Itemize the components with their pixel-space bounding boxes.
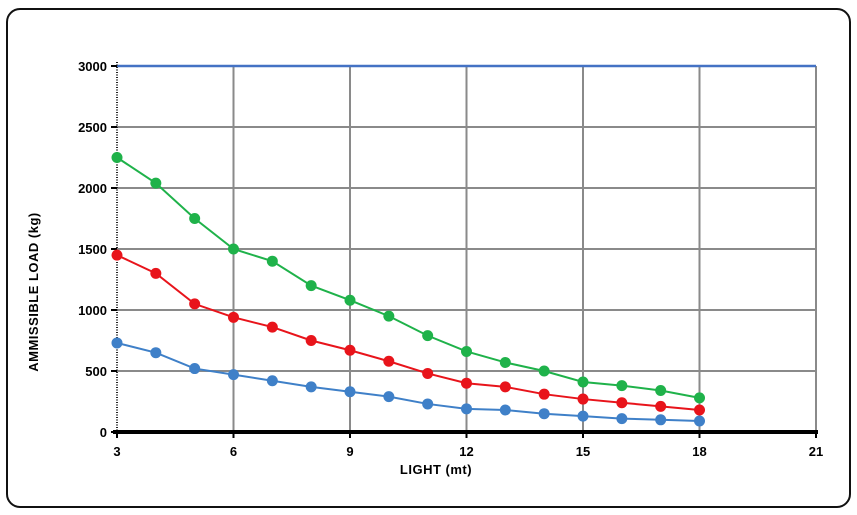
data-point-series-3: [694, 415, 705, 427]
data-point-series-3: [422, 398, 434, 410]
data-point-series-3: [189, 363, 201, 375]
data-point-series-2: [538, 388, 550, 400]
data-point-series-3: [499, 404, 511, 416]
data-point-series-1: [305, 280, 317, 292]
data-point-series-2: [111, 249, 123, 261]
data-point-series-1: [344, 294, 356, 306]
data-point-series-2: [305, 335, 317, 346]
y-tick-label: 1000: [78, 303, 107, 318]
data-point-series-2: [655, 400, 667, 412]
tick-labels: 3 6 9 12 15 18 21 0 500 1000 1500 2000 2500 3000: [78, 59, 823, 459]
x-tick-label: 6: [230, 444, 237, 459]
x-tick-label: 21: [809, 444, 823, 459]
y-tick-label: 500: [85, 364, 107, 379]
data-point-series-3: [266, 375, 278, 387]
data-point-series-1: [266, 255, 278, 267]
data-point-series-1: [150, 177, 162, 189]
data-point-series-2: [577, 393, 589, 405]
y-tick-label: 0: [100, 425, 107, 440]
data-point-series-1: [655, 385, 667, 397]
x-tick-label: 9: [346, 444, 353, 459]
y-axis-title: AMMISSIBLE LOAD (kg): [26, 212, 41, 372]
y-tick-label: 1500: [78, 242, 107, 257]
data-point-series-3: [150, 347, 162, 359]
data-point-series-2: [344, 344, 356, 356]
y-tick-label: 2000: [78, 181, 107, 196]
x-tick-label: 3: [113, 444, 120, 459]
y-tick-label: 3000: [78, 59, 107, 74]
data-point-series-3: [616, 413, 628, 425]
x-axis-title: LIGHT (mt): [400, 462, 472, 477]
data-point-series-1: [189, 213, 201, 224]
series-line-3: [116, 341, 700, 423]
data-point-series-3: [111, 337, 123, 349]
data-point-series-2: [266, 321, 278, 333]
data-point-series-3: [461, 403, 472, 415]
data-point-series-2: [189, 298, 201, 310]
data-point-series-3: [344, 386, 356, 398]
data-point-series-2: [499, 381, 511, 393]
data-point-series-2: [616, 397, 628, 409]
axes: [111, 62, 818, 438]
grid: [117, 64, 817, 432]
data-point-series-3: [577, 410, 589, 422]
series-line-2: [116, 254, 700, 412]
data-point-series-3: [305, 381, 317, 393]
data-point-series-1: [694, 392, 705, 404]
data-point-series-1: [111, 152, 123, 163]
data-point-series-2: [461, 377, 472, 389]
series-line-1: [116, 156, 700, 399]
data-point-series-2: [422, 367, 434, 379]
data-point-series-1: [383, 310, 395, 322]
x-tick-label: 15: [576, 444, 590, 459]
data-point-series-1: [616, 380, 628, 392]
data-point-series-1: [538, 365, 550, 377]
chart-frame: [6, 8, 851, 508]
series-group: [111, 152, 705, 427]
data-point-series-3: [655, 414, 667, 426]
data-point-series-3: [538, 408, 550, 420]
data-point-series-1: [228, 243, 239, 255]
data-point-series-1: [422, 330, 434, 342]
data-point-series-1: [461, 345, 472, 357]
data-point-series-2: [228, 311, 239, 323]
data-point-series-2: [150, 267, 162, 279]
data-point-series-3: [228, 369, 239, 381]
y-tick-label: 2500: [78, 120, 107, 135]
x-tick-label: 18: [692, 444, 706, 459]
data-point-series-1: [499, 356, 511, 368]
data-point-series-3: [383, 391, 395, 403]
x-tick-label: 12: [459, 444, 473, 459]
data-point-series-2: [694, 404, 705, 416]
data-point-series-1: [577, 376, 589, 388]
data-point-series-2: [383, 355, 395, 367]
